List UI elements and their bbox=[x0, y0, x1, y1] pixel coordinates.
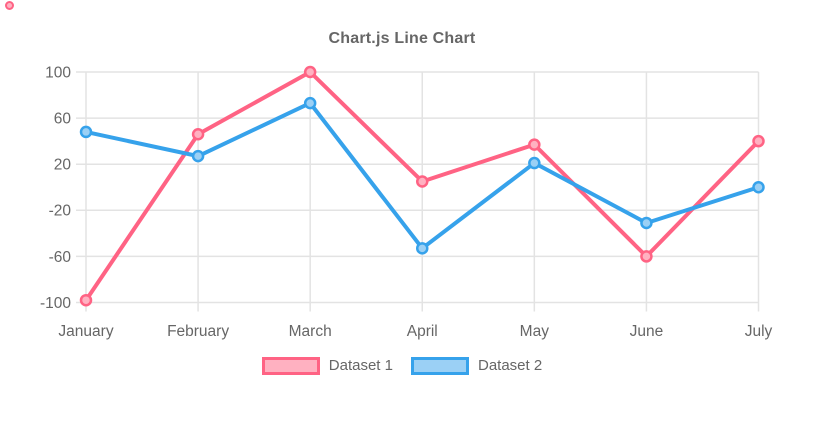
data-point[interactable] bbox=[640, 250, 653, 263]
legend-swatch bbox=[261, 357, 320, 375]
data-point[interactable] bbox=[303, 65, 317, 79]
y-axis-tick-label: 20 bbox=[54, 157, 72, 174]
stray-data-point bbox=[5, 1, 14, 10]
data-point[interactable] bbox=[528, 156, 541, 170]
data-point[interactable] bbox=[191, 127, 205, 141]
data-point[interactable] bbox=[752, 181, 765, 194]
y-axis-tick-label: -20 bbox=[49, 203, 72, 220]
y-axis-tick-label: -100 bbox=[40, 295, 71, 312]
x-axis-label: May bbox=[520, 323, 550, 340]
legend-item-dataset-1[interactable]: Dataset 1 bbox=[261, 357, 393, 375]
y-axis-tick-label: 100 bbox=[45, 64, 71, 81]
x-axis-label: April bbox=[407, 323, 438, 340]
legend-item-dataset-2[interactable]: Dataset 2 bbox=[411, 357, 542, 375]
chart-title: Chart.js Line Chart bbox=[328, 30, 476, 47]
data-point[interactable] bbox=[416, 242, 429, 255]
data-point[interactable] bbox=[640, 216, 653, 230]
legend-label: Dataset 1 bbox=[328, 357, 393, 374]
data-point[interactable] bbox=[416, 175, 429, 188]
x-axis-label: February bbox=[167, 323, 229, 340]
x-axis-label: July bbox=[745, 323, 773, 340]
y-axis-tick-label: 60 bbox=[54, 111, 72, 128]
legend-swatch bbox=[411, 357, 469, 375]
y-axis-tick-label: -60 bbox=[49, 249, 72, 266]
data-point[interactable] bbox=[79, 293, 93, 307]
data-point[interactable] bbox=[752, 134, 765, 148]
legend-label: Dataset 2 bbox=[478, 357, 543, 374]
chart-legend: Dataset 1 Dataset 2 bbox=[0, 357, 804, 375]
x-axis-label: January bbox=[58, 323, 113, 340]
x-axis-label: June bbox=[630, 323, 664, 340]
data-point[interactable] bbox=[528, 138, 541, 151]
data-point[interactable] bbox=[303, 96, 317, 110]
x-axis-label: March bbox=[289, 323, 332, 340]
data-point[interactable] bbox=[191, 149, 205, 163]
data-point[interactable] bbox=[79, 125, 93, 139]
